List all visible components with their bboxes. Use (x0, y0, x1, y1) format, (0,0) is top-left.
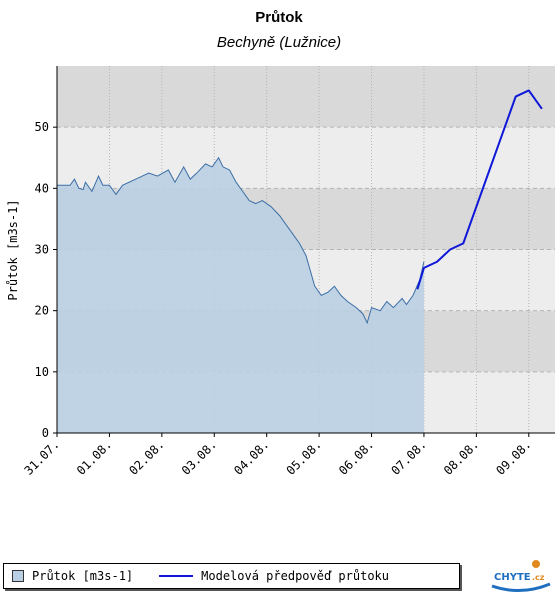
x-tick-label: 04.08. (231, 437, 272, 478)
x-tick-label: 06.08. (336, 437, 377, 478)
legend-label-discharge: Průtok [m3s-1] (32, 569, 134, 583)
chart-title: Průtok (255, 9, 303, 26)
x-tick-labels: 31.07. 01.08. 02.08. 03.08. 04.08. 05.08. 06.0… (22, 433, 534, 478)
discharge-area (57, 157, 424, 433)
y-tick-label: 40 (35, 181, 49, 195)
y-tick-labels: 0 10 20 30 40 50 (35, 120, 57, 440)
chart: Průtok Bechyně (Lužnice) 0 10 20 30 40 50 31.… (6, 9, 555, 478)
x-tick-label: 02.08. (126, 437, 167, 478)
y-tick-label: 20 (35, 304, 49, 318)
legend-swatch-discharge (12, 570, 24, 582)
y-tick-label: 30 (35, 243, 49, 257)
x-tick-label: 01.08. (74, 437, 115, 478)
y-tick-label: 10 (35, 365, 49, 379)
band (57, 66, 555, 128)
legend: Průtok [m3s-1] Modelová předpověď průtok… (3, 563, 460, 589)
x-tick-label: 05.08. (284, 437, 325, 478)
band (57, 127, 555, 189)
chyte-logo: CHYTE .cz (488, 556, 554, 596)
legend-label-forecast: Modelová předpověď průtoku (201, 569, 389, 583)
x-tick-label: 03.08. (179, 437, 220, 478)
x-tick-label: 31.07. (22, 437, 63, 478)
chart-subtitle: Bechyně (Lužnice) (217, 34, 341, 51)
legend-swatch-forecast (159, 575, 194, 577)
y-axis-label: Průtok [m3s-1] (6, 199, 20, 300)
svg-text:CHYTE: CHYTE (494, 572, 531, 583)
forecast-line-series (416, 89, 543, 290)
x-tick-label: 09.08. (493, 437, 534, 478)
y-tick-label: 50 (35, 120, 49, 134)
svg-text:.cz: .cz (532, 573, 545, 582)
y-tick-label: 0 (42, 426, 49, 440)
discharge-area-series (56, 156, 425, 433)
x-tick-label: 08.08. (441, 437, 482, 478)
x-tick-label: 07.08. (389, 437, 430, 478)
